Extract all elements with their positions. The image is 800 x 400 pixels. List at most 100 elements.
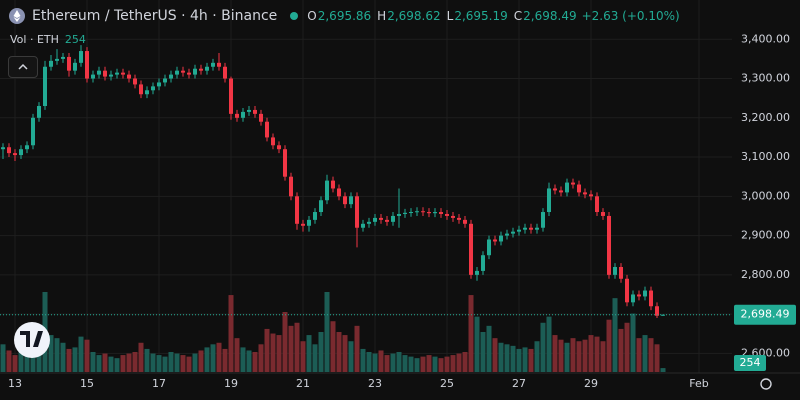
volume-bar bbox=[576, 341, 582, 372]
volume-legend: Vol · ETH 254 bbox=[10, 33, 86, 46]
candle-body bbox=[37, 106, 41, 118]
volume-bar bbox=[198, 350, 204, 372]
candle-body bbox=[565, 182, 569, 193]
volume-bar bbox=[390, 353, 396, 372]
volume-bar bbox=[66, 348, 72, 372]
candle-body bbox=[55, 58, 59, 61]
volume-bar bbox=[660, 368, 666, 372]
x-tick-label: 19 bbox=[224, 377, 238, 390]
volume-bar bbox=[306, 335, 312, 372]
candle-body bbox=[595, 196, 599, 213]
volume-bar bbox=[600, 341, 606, 372]
volume-bar bbox=[456, 353, 462, 372]
volume-bar bbox=[486, 325, 492, 372]
legend-key: L bbox=[446, 9, 454, 23]
collapse-button[interactable] bbox=[8, 56, 38, 78]
volume-bar bbox=[408, 356, 414, 372]
candle-body bbox=[367, 221, 371, 224]
candle-body bbox=[307, 219, 311, 226]
volume-bar bbox=[18, 352, 24, 372]
candle-body bbox=[643, 290, 647, 297]
volume-bar bbox=[348, 341, 354, 372]
volume-bar bbox=[642, 335, 648, 372]
volume-bar bbox=[366, 352, 372, 372]
legend-key: C bbox=[513, 9, 523, 23]
volume-bar bbox=[396, 352, 402, 372]
candle-body bbox=[661, 314, 665, 316]
legend-key: O bbox=[307, 9, 317, 23]
volume-bar bbox=[186, 356, 192, 372]
candle-body bbox=[319, 200, 323, 213]
status-dot bbox=[290, 12, 299, 20]
candle-body bbox=[7, 147, 11, 154]
candle-body bbox=[655, 306, 659, 316]
candle-body bbox=[577, 184, 581, 193]
volume-bar bbox=[102, 353, 108, 372]
candle-body bbox=[223, 66, 227, 79]
volume-tag-label: 254 bbox=[740, 356, 761, 369]
candle-body bbox=[361, 223, 365, 228]
volume-bar bbox=[276, 335, 282, 372]
volume-bar bbox=[270, 333, 276, 372]
volume-title: Vol · ETH bbox=[10, 33, 59, 46]
candle-body bbox=[61, 56, 65, 59]
x-tick-label: 25 bbox=[440, 377, 454, 390]
candle-body bbox=[337, 188, 341, 197]
candle-body bbox=[295, 196, 299, 224]
volume-bar bbox=[288, 325, 294, 372]
y-tick-label: 2,800.00 bbox=[741, 268, 790, 281]
candle-body bbox=[529, 227, 533, 230]
candle-body bbox=[115, 72, 119, 75]
volume-bar bbox=[300, 341, 306, 372]
volume-bar bbox=[150, 353, 156, 372]
volume-bar bbox=[414, 358, 420, 372]
x-tick-label: 21 bbox=[296, 377, 310, 390]
candle-body bbox=[181, 70, 185, 73]
candle-body bbox=[235, 113, 239, 118]
volume-bar bbox=[156, 355, 162, 372]
candle-body bbox=[271, 137, 275, 146]
volume-bar bbox=[588, 335, 594, 372]
x-tick-label: 13 bbox=[8, 377, 22, 390]
candle-body bbox=[205, 66, 209, 71]
candle-body bbox=[355, 196, 359, 228]
candle-body bbox=[397, 213, 401, 216]
volume-bar bbox=[0, 344, 6, 372]
candle-body bbox=[379, 217, 383, 220]
candle-body bbox=[103, 70, 107, 77]
volume-bar bbox=[528, 348, 534, 372]
candle-body bbox=[157, 82, 161, 87]
volume-bar bbox=[552, 335, 558, 372]
candle-body bbox=[583, 192, 587, 195]
volume-bar bbox=[72, 347, 78, 372]
candle-body bbox=[163, 78, 167, 83]
volume-bar bbox=[96, 355, 102, 372]
candle-body bbox=[331, 180, 335, 189]
candle-body bbox=[343, 196, 347, 205]
candle-body bbox=[607, 215, 611, 275]
settings-icon bbox=[760, 378, 772, 390]
candle-body bbox=[199, 68, 203, 71]
volume-bar bbox=[132, 352, 138, 372]
volume-bar bbox=[558, 339, 564, 372]
volume-bar bbox=[282, 312, 288, 372]
volume-bar bbox=[228, 295, 234, 372]
candle-body bbox=[1, 147, 5, 150]
volume-bar bbox=[312, 344, 318, 372]
candle-body bbox=[427, 212, 431, 214]
candle-body bbox=[121, 72, 125, 75]
candle-body bbox=[109, 74, 113, 77]
tv-logo bbox=[14, 322, 50, 358]
candle-body bbox=[457, 217, 461, 220]
volume-bar bbox=[504, 344, 510, 372]
header: Ethereum / TetherUS · 4h · Binance O 2,69… bbox=[8, 7, 680, 25]
y-tick-label: 3,100.00 bbox=[741, 150, 790, 163]
volume-bar bbox=[234, 338, 240, 372]
candle-body bbox=[217, 62, 221, 67]
tv-logo-bg bbox=[14, 322, 50, 358]
volume-last: 254 bbox=[64, 33, 86, 46]
x-tick-label: 17 bbox=[152, 377, 166, 390]
volume-bar bbox=[474, 316, 480, 372]
volume-bar bbox=[450, 355, 456, 372]
candle-body bbox=[535, 227, 539, 230]
